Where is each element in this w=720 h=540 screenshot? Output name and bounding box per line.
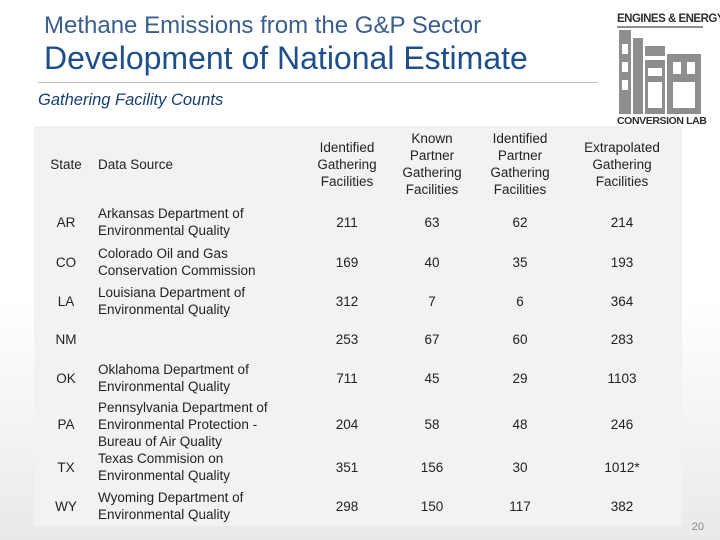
table-row: OK Oklahoma Department of Environmental … <box>34 358 682 398</box>
cell-data-source: Arkansas Department of Environmental Qua… <box>98 206 244 238</box>
cell-extrapolated: 283 <box>610 331 634 347</box>
table-row: CO Colorado Oil and Gas Conservation Com… <box>34 242 682 282</box>
cell-state: NM <box>55 331 77 347</box>
header-extrapolated: Extrapolated Gathering Facilities <box>584 139 660 189</box>
cell-known-partner: 150 <box>420 498 444 514</box>
cell-identified-partner: 62 <box>512 214 528 230</box>
cell-data-source: Wyoming Department of Environmental Qual… <box>98 490 244 522</box>
cell-identified: 253 <box>335 331 359 347</box>
slide-title: Development of National Estimate <box>44 40 528 76</box>
logo-bottom-text: CONVERSION LAB <box>617 115 707 127</box>
cell-identified-partner: 35 <box>512 254 528 270</box>
building-logo-icon <box>617 26 703 114</box>
cell-known-partner: 63 <box>424 214 440 230</box>
engines-energy-logo: ENGINES & ENERGY CONVERSION LAB <box>617 10 720 130</box>
header-identified: Identified Gathering Facilities <box>317 139 377 189</box>
cell-identified: 711 <box>336 370 358 386</box>
section-heading: Gathering Facility Counts <box>38 91 224 109</box>
cell-known-partner: 67 <box>424 331 440 347</box>
cell-state: AR <box>56 214 76 230</box>
table-row: AR Arkansas Department of Environmental … <box>34 202 682 242</box>
table-header-row: State Data Source Identified Gathering F… <box>34 126 682 202</box>
header-data-source: Data Source <box>98 156 174 172</box>
cell-identified-partner: 6 <box>516 293 524 309</box>
cell-data-source: Louisiana Department of Environmental Qu… <box>98 285 246 317</box>
slide-subtitle: Methane Emissions from the G&P Sector <box>44 12 482 39</box>
cell-extrapolated: 214 <box>610 214 634 230</box>
header-identified-partner: Identified Partner Gathering Facilities <box>490 131 550 197</box>
cell-state: CO <box>55 254 77 270</box>
cell-data-source <box>98 320 284 358</box>
cell-extrapolated: 1012* <box>604 459 640 475</box>
cell-identified-partner: 30 <box>512 459 528 475</box>
table-row: WY Wyoming Department of Environmental Q… <box>34 486 682 526</box>
cell-known-partner: 45 <box>424 370 440 386</box>
cell-state: LA <box>57 293 75 309</box>
cell-extrapolated: 193 <box>610 254 634 270</box>
table-row: TX Texas Commision on Environmental Qual… <box>34 450 682 484</box>
cell-identified: 211 <box>336 214 358 230</box>
cell-known-partner: 58 <box>424 416 440 432</box>
cell-identified: 298 <box>335 498 359 514</box>
cell-known-partner: 7 <box>428 293 436 309</box>
cell-data-source: Texas Commision on Environmental Quality <box>98 451 231 483</box>
cell-data-source: Oklahoma Department of Environmental Qua… <box>98 362 249 394</box>
facility-counts-table: State Data Source Identified Gathering F… <box>34 126 682 526</box>
cell-identified-partner: 48 <box>512 416 528 432</box>
title-divider <box>38 82 598 83</box>
cell-identified-partner: 29 <box>512 370 528 386</box>
cell-state: OK <box>56 370 76 386</box>
cell-identified-partner: 60 <box>512 331 528 347</box>
cell-known-partner: 156 <box>420 459 444 475</box>
cell-state: PA <box>57 416 75 432</box>
table-row: PA Pennsylvania Department of Environmen… <box>34 398 682 450</box>
cell-known-partner: 40 <box>424 254 440 270</box>
cell-identified-partner: 117 <box>509 498 531 514</box>
cell-extrapolated: 364 <box>610 293 634 309</box>
cell-identified: 312 <box>335 293 359 309</box>
cell-data-source: Pennsylvania Department of Environmental… <box>98 399 268 449</box>
header-known-partner: Known Partner Gathering Facilities <box>402 131 462 197</box>
cell-data-source: Colorado Oil and Gas Conservation Commis… <box>98 246 256 278</box>
cell-state: WY <box>55 498 77 514</box>
cell-extrapolated: 1103 <box>607 370 637 386</box>
cell-identified: 351 <box>335 459 359 475</box>
cell-extrapolated: 246 <box>610 416 634 432</box>
header-state: State <box>50 156 82 172</box>
page-number: 20 <box>691 521 704 533</box>
table-row: NM 253 67 60 283 <box>34 320 682 358</box>
cell-extrapolated: 382 <box>610 498 634 514</box>
logo-top-text: ENGINES & ENERGY <box>617 13 720 25</box>
cell-state: TX <box>57 459 75 475</box>
table-row: LA Louisiana Department of Environmental… <box>34 282 682 320</box>
cell-identified: 204 <box>335 416 359 432</box>
cell-identified: 169 <box>335 254 359 270</box>
